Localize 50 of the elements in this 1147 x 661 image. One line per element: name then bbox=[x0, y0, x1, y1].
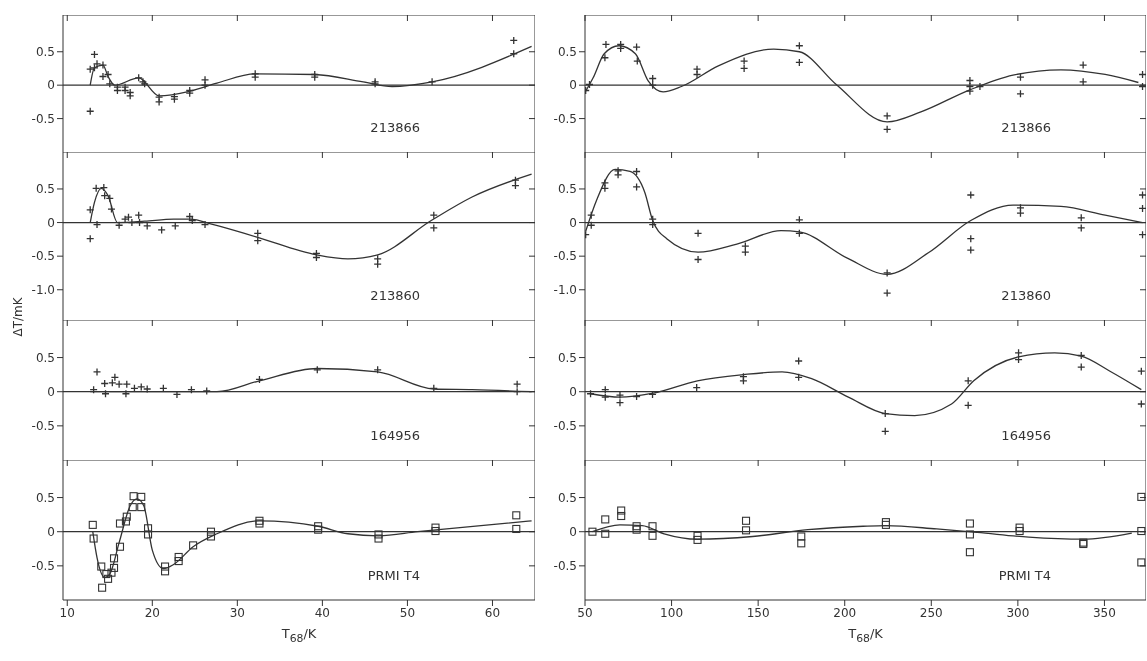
x-tick-label: 50 bbox=[577, 605, 593, 620]
y-tick-label: -0.5 bbox=[31, 559, 55, 574]
y-tick-label: -0.5 bbox=[553, 111, 577, 126]
x-tick-label: 20 bbox=[144, 605, 160, 620]
x-tick-label: 30 bbox=[229, 605, 245, 620]
y-tick-label: -1.0 bbox=[31, 283, 55, 298]
x-tick-label: 60 bbox=[484, 605, 501, 620]
x-tick-label: 250 bbox=[919, 605, 943, 620]
y-tick-label: -0.5 bbox=[31, 111, 55, 126]
x-tick-label: 10 bbox=[59, 605, 75, 620]
x-tick-label: 100 bbox=[660, 605, 684, 620]
y-tick-label: 0 bbox=[47, 524, 55, 539]
x-axis-title: T$_{68}$/K bbox=[847, 626, 884, 645]
x-tick-label: 300 bbox=[1006, 605, 1030, 620]
y-tick-label: 0 bbox=[47, 384, 55, 399]
y-tick-label: -0.5 bbox=[553, 249, 577, 264]
x-tick-label: 200 bbox=[833, 605, 857, 620]
y-tick-label: -0.5 bbox=[31, 249, 55, 264]
x-axis-title: T$_{68}$/K bbox=[280, 626, 318, 645]
y-tick-label: 0.5 bbox=[557, 350, 577, 365]
y-tick-label: 0.5 bbox=[35, 490, 55, 505]
y-tick-label: 0 bbox=[47, 78, 55, 93]
x-tick-label: 40 bbox=[314, 605, 331, 620]
y-tick-label: 0.5 bbox=[35, 45, 55, 60]
y-tick-label: -0.5 bbox=[31, 419, 55, 434]
y-tick-label: -1.0 bbox=[553, 283, 577, 298]
annotation: 164956 bbox=[370, 428, 420, 443]
annotation: 213866 bbox=[370, 120, 420, 135]
y-tick-label: 0 bbox=[569, 384, 577, 399]
annotation: 164956 bbox=[1001, 428, 1051, 443]
y-tick-label: -0.5 bbox=[553, 559, 577, 574]
y-tick-label: 0 bbox=[47, 215, 55, 230]
y-tick-label: 0.5 bbox=[557, 45, 577, 60]
x-tick-label: 50 bbox=[399, 605, 416, 620]
annotation: PRMI T4 bbox=[367, 568, 420, 583]
y-tick-label: 0.5 bbox=[557, 490, 577, 505]
y-tick-label: 0.5 bbox=[35, 182, 55, 197]
y-tick-label: -0.5 bbox=[553, 419, 577, 434]
y-tick-label: 0 bbox=[569, 215, 577, 230]
y-tick-label: 0.5 bbox=[557, 182, 577, 197]
y-tick-label: 0.5 bbox=[35, 350, 55, 365]
y-tick-label: 0 bbox=[569, 524, 577, 539]
annotation: 213866 bbox=[1001, 120, 1051, 135]
y-tick-label: 0 bbox=[569, 78, 577, 93]
x-tick-label: 150 bbox=[746, 605, 770, 620]
y-axis-title: ΔT/mK bbox=[11, 296, 25, 339]
annotation: 213860 bbox=[1001, 288, 1051, 303]
x-tick-label: 350 bbox=[1092, 605, 1116, 620]
annotation: PRMI T4 bbox=[998, 568, 1051, 583]
annotation: 213860 bbox=[370, 288, 420, 303]
